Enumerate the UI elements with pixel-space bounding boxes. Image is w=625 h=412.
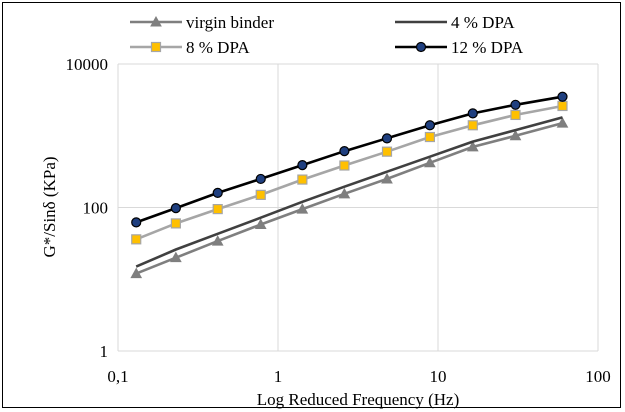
data-point	[424, 120, 436, 131]
data-point	[424, 156, 436, 168]
data-point	[150, 41, 162, 53]
data-point	[296, 203, 309, 214]
data-point	[509, 129, 522, 141]
data-point	[338, 187, 351, 199]
data-point	[415, 41, 427, 53]
legend-label: virgin binder	[186, 13, 274, 32]
series-8-dpa	[131, 100, 568, 245]
chart-frame	[2, 2, 621, 408]
data-point	[556, 117, 569, 128]
data-point	[339, 146, 350, 157]
x-tick-label: 1	[274, 367, 283, 386]
data-point	[150, 15, 162, 27]
data-point	[297, 159, 308, 171]
series-line	[135, 116, 563, 268]
data-point	[212, 187, 223, 198]
data-point	[212, 203, 223, 215]
legend-item: 12 % DPA	[395, 38, 524, 57]
data-point	[557, 91, 568, 102]
tick-labels: 0,1 1 10 100 1 100 10000	[66, 55, 611, 386]
data-point	[255, 189, 266, 200]
y-tick-label: 100	[83, 199, 109, 218]
data-point	[131, 217, 142, 228]
legend-item: 4 % DPA	[395, 13, 515, 32]
data-point	[254, 218, 267, 229]
legend-label: 4 % DPA	[451, 13, 515, 32]
data-point	[466, 140, 479, 152]
grid-lines	[117, 63, 599, 352]
data-point	[381, 146, 393, 157]
series-virgin-binder	[130, 117, 569, 279]
data-point	[424, 131, 436, 143]
series-4-dpa	[135, 116, 563, 268]
data-point	[170, 251, 182, 263]
data-point	[467, 108, 478, 119]
data-point	[170, 203, 181, 214]
data-point	[297, 174, 308, 185]
data-point	[467, 120, 478, 131]
x-tick-label: 10	[430, 367, 447, 386]
y-tick-label: 10000	[66, 55, 109, 74]
y-tick-label: 1	[100, 342, 109, 361]
series-12-dpa	[131, 91, 568, 228]
data-point	[557, 100, 568, 112]
data-point	[211, 235, 224, 246]
x-tick-label: 0,1	[107, 367, 128, 386]
data-point	[131, 234, 142, 245]
legend-item: 8 % DPA	[130, 38, 250, 57]
data-point	[255, 173, 266, 185]
data-point	[381, 133, 393, 144]
series-group	[130, 91, 569, 279]
x-tick-label: 100	[585, 367, 611, 386]
data-point	[510, 99, 521, 110]
legend: virgin binder 4 % DPA 8 % DPA 12 % DPA	[130, 13, 524, 57]
legend-label: 12 % DPA	[451, 38, 524, 57]
legend-item: virgin binder	[130, 13, 274, 32]
data-point	[339, 160, 350, 171]
y-axis-title: G*/Sinδ (KPa)	[40, 156, 59, 257]
legend-label: 8 % DPA	[186, 38, 250, 57]
x-axis-title: Log Reduced Frequency (Hz)	[257, 390, 460, 409]
data-point	[510, 109, 521, 121]
data-point	[170, 218, 181, 229]
data-point	[381, 172, 393, 184]
data-point	[130, 267, 143, 279]
